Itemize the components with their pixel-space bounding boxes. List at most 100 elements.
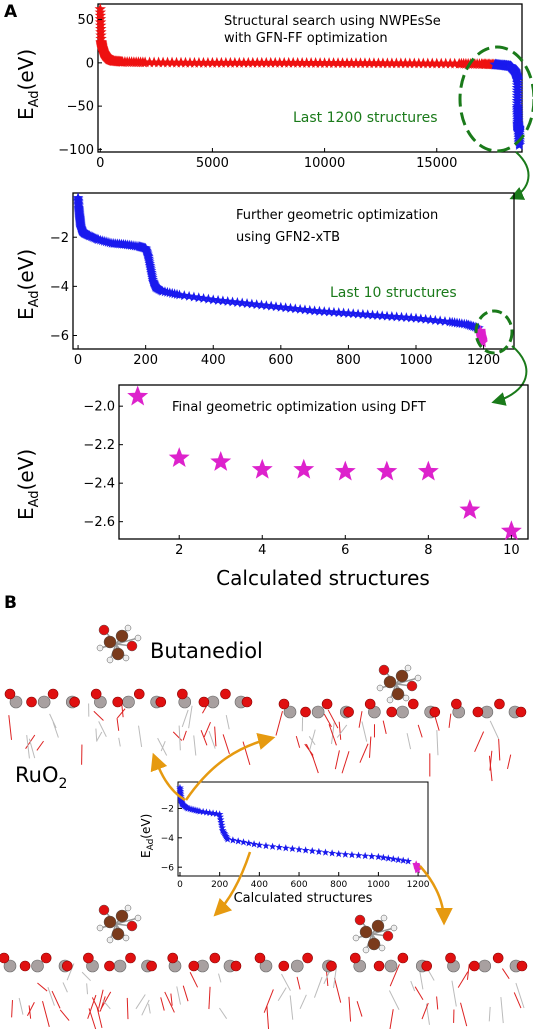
chart-1-series-0-point-137 — [395, 57, 407, 69]
chart-2-series-0-point-127 — [179, 290, 190, 301]
inset-chart-series-0-point-50 — [268, 842, 277, 850]
inset-chart-ytick-label-0: −6 — [161, 863, 175, 873]
chart-2-series-0-point-135 — [217, 295, 229, 306]
inset-chart-series-0-point-52 — [282, 844, 290, 852]
chart-1-series-0-point-119 — [314, 57, 326, 68]
chart-3-annotation-1: Final geometric optimization using DFT — [172, 400, 426, 415]
o-atom — [104, 960, 115, 972]
molecule-atom — [124, 624, 132, 632]
chart-1-series-0-point-91 — [188, 56, 201, 68]
slab-bond — [189, 971, 199, 988]
chart-2-series-0-point-150 — [290, 303, 301, 314]
chart-1-series-0-point-96 — [211, 56, 223, 68]
chart-2-series-0-point-137 — [227, 296, 238, 307]
o-atom — [0, 952, 10, 964]
chart-2-series-0-point-154 — [309, 305, 320, 316]
slab-bond — [358, 711, 363, 728]
molecule-atom — [378, 664, 390, 676]
ru-atom — [31, 959, 44, 973]
slab-bond — [52, 722, 59, 738]
slab-bond — [42, 1000, 50, 1027]
chart-3-marks — [127, 385, 522, 541]
chart-2-ylabel-unit: (eV) — [14, 249, 38, 291]
slab-bond — [338, 721, 342, 740]
molecule-bond — [115, 637, 139, 645]
surface-label-main: RuO — [15, 763, 59, 787]
connector-arrow-1 — [509, 151, 530, 200]
molecule-atom — [406, 680, 418, 692]
chart-1-series-0-point-97 — [215, 56, 228, 68]
chart-3-ylabel-main: E — [14, 507, 38, 520]
connector-arrow-2 — [491, 345, 528, 406]
ru-atom — [122, 695, 135, 709]
chart-3-xtick-label-0: 2 — [175, 543, 183, 558]
slab-bond — [208, 986, 211, 1010]
chart-3-ticks: 2 4 6 8 10 −2.6 −2.4 −2.2 −2.0 — [83, 400, 519, 558]
o-atom — [90, 688, 102, 700]
chart-2-series-0-point-160 — [338, 307, 349, 318]
slab-bond — [266, 1005, 270, 1029]
chart-2-series-0-point-133 — [208, 294, 219, 305]
chart-2-series-0-point-174 — [405, 312, 417, 323]
inset-chart-series-1-point-12 — [413, 866, 422, 874]
chart-2-ytick-label-1: −4 — [50, 280, 69, 295]
chart-2-series-0-point-145 — [265, 300, 277, 311]
chart-2-annotation-2: using GFN2-xTB — [236, 230, 340, 245]
chart-2-xtick-label-4: 800 — [336, 353, 361, 368]
molecule-atom — [111, 927, 125, 941]
molecule-atom — [106, 656, 114, 664]
chart-3-xtick-label-2: 6 — [341, 543, 349, 558]
slab-bond — [361, 721, 368, 742]
molecule-atom — [390, 924, 398, 932]
slab-bond — [389, 964, 400, 987]
chart-1-ylabel-main: E — [14, 107, 38, 120]
chart-3-series-0-point-0 — [127, 385, 149, 406]
chart-2-xtick-label-1: 200 — [133, 353, 158, 368]
inset-chart-series-0-point-72 — [404, 857, 412, 865]
ru-atom — [37, 695, 51, 709]
inset-chart-series-0-point-59 — [328, 849, 336, 857]
slab-bond — [28, 738, 36, 759]
slab-bond — [466, 964, 470, 980]
slab-bond — [323, 713, 332, 728]
orange-arrow-2 — [184, 732, 276, 801]
chart-1-series-0-point-148 — [444, 57, 456, 69]
o-atom — [321, 698, 333, 710]
molecule-atom — [134, 634, 142, 642]
molecule-atom — [98, 904, 110, 916]
chart-1-series-0-point-98 — [220, 56, 232, 68]
chart-1-series-0-point-143 — [422, 57, 434, 69]
o-atom — [492, 952, 504, 964]
inset-chart-series-0-point-66 — [374, 852, 383, 861]
chart-3-series-0-point-2 — [210, 451, 232, 471]
chart-3-series-0-point-8 — [459, 499, 481, 520]
slab-bond — [18, 997, 24, 1015]
chart-1-series-0-point-104 — [247, 56, 259, 68]
slab-bond — [118, 737, 121, 747]
slab-bond — [37, 982, 48, 992]
chart-2-series-0-point-164 — [357, 308, 369, 319]
ru-atom — [3, 959, 17, 973]
o-atom — [125, 952, 136, 964]
inset-chart-series-0-point-56 — [308, 847, 317, 855]
o-atom — [451, 698, 462, 710]
o-atom — [209, 952, 221, 964]
slab-bond — [100, 991, 112, 1010]
chart-1-series-0-point-87 — [170, 56, 183, 68]
slab-bond — [222, 734, 230, 755]
chart-3-series-0-point-5 — [334, 460, 356, 481]
chart-1-series-0-point-146 — [435, 57, 447, 69]
inset-ylabel-main: E — [139, 850, 153, 858]
chart-3-ylabel: EAd(eV) — [14, 449, 42, 520]
slab-bond — [59, 1009, 70, 1021]
slab-bond — [141, 999, 150, 1016]
molecule-atom — [391, 687, 405, 701]
molecule-atom — [414, 674, 422, 682]
o-atom — [40, 952, 52, 964]
o-atom — [167, 952, 179, 964]
slab-bond — [336, 724, 348, 738]
slab-bond — [498, 738, 501, 761]
chart-3: 2 4 6 8 10 −2.6 −2.4 −2.2 −2.0 Final geometric o… — [14, 384, 529, 590]
chart-2-series-0-point-126 — [174, 289, 185, 300]
